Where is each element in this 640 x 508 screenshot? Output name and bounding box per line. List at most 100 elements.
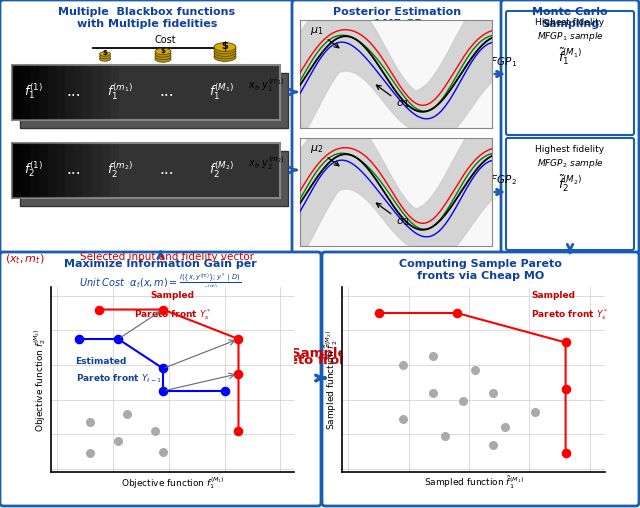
Bar [218, 143, 227, 198]
Text: of MF-GPs: of MF-GPs [366, 19, 429, 29]
Point [452, 309, 462, 317]
FancyBboxPatch shape [20, 73, 288, 128]
Point [440, 432, 450, 440]
Bar [39, 65, 48, 120]
Text: $MFGP_2$: $MFGP_2$ [483, 173, 518, 187]
Bar [21, 143, 30, 198]
Point [500, 423, 510, 431]
Text: Sampled: Sampled [291, 347, 355, 360]
Text: $\sigma_2$: $\sigma_2$ [376, 203, 409, 228]
Bar [200, 143, 209, 198]
Bar [74, 65, 83, 120]
Bar [21, 65, 30, 120]
Bar [119, 143, 128, 198]
Bar [65, 65, 74, 120]
Ellipse shape [155, 48, 171, 55]
Point [220, 387, 230, 395]
Bar [155, 65, 164, 120]
Point [150, 427, 160, 435]
Bar [83, 143, 92, 198]
Bar [39, 143, 48, 198]
Bar [262, 143, 271, 198]
Point [85, 418, 95, 426]
Point [234, 335, 244, 343]
Bar [209, 65, 218, 120]
Text: Monte Carlo: Monte Carlo [532, 7, 608, 17]
Text: Pareto front $Y_{t-1}$: Pareto front $Y_{t-1}$ [76, 372, 162, 385]
Text: $: $ [102, 50, 108, 56]
Bar [92, 143, 101, 198]
Text: Selected input and fidelity vector: Selected input and fidelity vector [80, 252, 254, 262]
Bar [146, 65, 155, 120]
Text: Computing Sample Pareto: Computing Sample Pareto [399, 259, 562, 269]
Bar [12, 65, 21, 120]
Bar [191, 143, 200, 198]
Point [531, 408, 541, 416]
Ellipse shape [155, 51, 171, 57]
FancyBboxPatch shape [0, 0, 294, 253]
Text: Multiple  Blackbox functions: Multiple Blackbox functions [58, 7, 236, 17]
Text: $f_1^{(m_1)}$: $f_1^{(m_1)}$ [107, 81, 133, 102]
Point [561, 338, 571, 346]
Point [470, 366, 480, 374]
Bar [164, 143, 173, 198]
Text: $\mu_1$: $\mu_1$ [310, 25, 339, 48]
Point [74, 335, 84, 343]
Bar [253, 65, 262, 120]
Bar [262, 65, 271, 120]
Bar [83, 65, 92, 120]
Text: Highest fidelity: Highest fidelity [536, 18, 605, 27]
Bar [57, 143, 66, 198]
Point [397, 415, 408, 423]
Point [428, 389, 438, 397]
Point [397, 361, 408, 369]
Text: $\tilde{f}_1^{(M_1)}$: $\tilde{f}_1^{(M_1)}$ [558, 46, 582, 67]
Text: $\mu_2$: $\mu_2$ [310, 143, 339, 166]
Text: ...: ... [67, 84, 81, 99]
Text: Sampling: Sampling [541, 19, 599, 29]
Text: $: $ [161, 48, 165, 53]
Text: fronts via Cheap MO: fronts via Cheap MO [417, 271, 544, 281]
Bar [12, 143, 21, 198]
Text: $MFGP_1$: $MFGP_1$ [483, 55, 518, 69]
Text: Pareto front $Y_s^*$: Pareto front $Y_s^*$ [134, 307, 212, 322]
Bar [227, 65, 236, 120]
Bar [128, 143, 137, 198]
Bar [74, 143, 83, 198]
Bar [137, 65, 146, 120]
Text: Sampled: Sampled [151, 291, 195, 300]
Ellipse shape [214, 53, 236, 61]
Bar [271, 65, 280, 120]
Bar [182, 143, 191, 198]
Ellipse shape [155, 53, 171, 60]
Point [458, 397, 468, 405]
Bar [191, 65, 200, 120]
Ellipse shape [214, 45, 236, 54]
Bar [101, 143, 110, 198]
Bar [200, 65, 209, 120]
Text: $x_t, y_1^{(m_1)}$: $x_t, y_1^{(m_1)}$ [248, 76, 285, 94]
Bar [236, 65, 244, 120]
Point [561, 449, 571, 457]
Text: $: $ [221, 41, 228, 51]
Text: Pareto fronts $Y_s^*$: Pareto fronts $Y_s^*$ [262, 352, 383, 372]
Text: ...: ... [160, 162, 174, 177]
Bar [92, 65, 101, 120]
Bar [30, 65, 39, 120]
Text: Pareto front $Y_s^*$: Pareto front $Y_s^*$ [531, 307, 609, 322]
Bar [146, 143, 155, 198]
Point [488, 440, 499, 449]
Text: $f_1^{(1)}$: $f_1^{(1)}$ [24, 82, 44, 101]
FancyBboxPatch shape [322, 252, 639, 506]
Bar [218, 65, 227, 120]
FancyBboxPatch shape [0, 252, 321, 506]
Bar [209, 143, 218, 198]
X-axis label: Objective function $f_1^{(M_1)}$: Objective function $f_1^{(M_1)}$ [121, 475, 225, 491]
Bar [236, 143, 244, 198]
Text: Posterior Estimation: Posterior Estimation [333, 7, 461, 17]
Bar [128, 65, 137, 120]
Bar [227, 143, 236, 198]
Bar [182, 65, 191, 120]
Point [158, 305, 168, 313]
Point [374, 309, 384, 317]
